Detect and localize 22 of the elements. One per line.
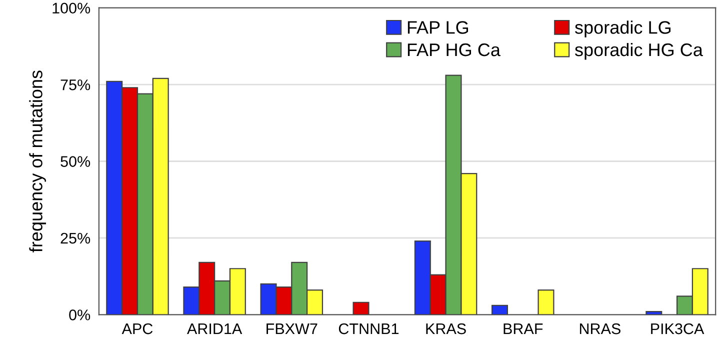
bar (538, 290, 554, 315)
x-tick-label: ARID1A (187, 324, 242, 334)
x-tick-label: FBXW7 (266, 324, 318, 334)
x-tick-label: KRAS (426, 323, 466, 334)
bar (646, 311, 662, 315)
bar (352, 302, 370, 315)
x-tick-label: BRAF (504, 324, 543, 334)
x-tick-label: NRAS (580, 323, 620, 334)
y-tick-label: 50% (60, 156, 90, 167)
y-tick-label: 25% (60, 232, 90, 244)
y-tick-label: 75% (60, 79, 90, 90)
legend-label: sporadic LG (574, 20, 670, 38)
x-tick-label: CTNNB1 (338, 323, 399, 334)
bar (491, 304, 508, 315)
y-tick-label: 100% (52, 2, 90, 14)
legend-label: sporadic HG Ca (574, 42, 703, 60)
legend-label: FAP HG Ca (408, 43, 500, 56)
y-axis-title: frequency of mutations (29, 70, 46, 252)
x-tick-label: APC (122, 323, 153, 334)
legend-label: FAP LG (408, 21, 468, 34)
y-tick-label: 0% (69, 310, 90, 320)
x-tick-label: PIK3CA (651, 323, 704, 334)
